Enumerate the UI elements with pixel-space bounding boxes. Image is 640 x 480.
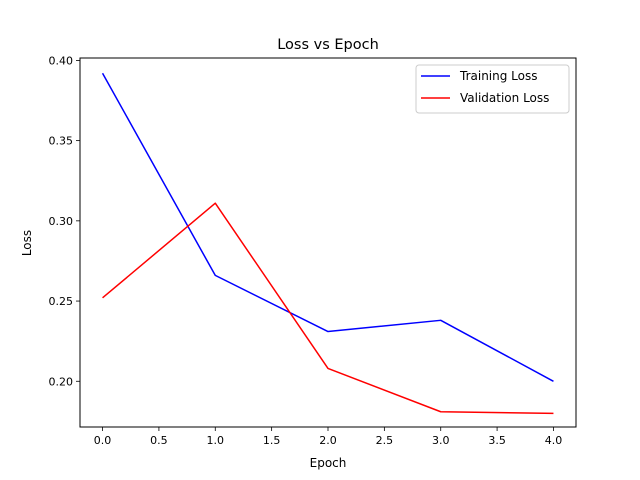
x-tick-label: 3.0 — [432, 434, 450, 447]
y-axis: 0.20 0.25 0.30 0.35 0.40 — [49, 54, 80, 388]
x-tick-label: 2.5 — [376, 434, 394, 447]
x-tick-label: 1.0 — [207, 434, 225, 447]
legend-label: Validation Loss — [460, 91, 549, 105]
y-axis-label: Loss — [20, 230, 34, 256]
legend: Training Loss Validation Loss — [415, 64, 570, 114]
x-tick-label: 3.5 — [488, 434, 506, 447]
y-tick-label: 0.25 — [49, 295, 74, 308]
y-tick-label: 0.35 — [49, 135, 74, 148]
series-line-1 — [101, 72, 554, 382]
y-tick-label: 0.20 — [49, 375, 74, 388]
x-tick-label: 0.5 — [150, 434, 168, 447]
x-tick-label: 0.0 — [94, 434, 112, 447]
series-line-2 — [102, 202, 554, 415]
legend-label: Training Loss — [459, 69, 537, 83]
y-tick-label: 0.30 — [49, 215, 74, 228]
plot-area — [101, 72, 554, 415]
x-tick-label: 1.5 — [263, 434, 281, 447]
legend-box — [415, 64, 570, 114]
chart-title: Loss vs Epoch — [277, 37, 379, 53]
y-tick-label: 0.40 — [49, 54, 74, 67]
x-tick-label: 2.0 — [319, 434, 337, 447]
x-axis: 0.0 0.5 1.0 1.5 2.0 2.5 3.0 3.5 4.0 — [94, 427, 562, 447]
x-tick-label: 4.0 — [545, 434, 563, 447]
x-axis-label: Epoch — [310, 456, 347, 470]
